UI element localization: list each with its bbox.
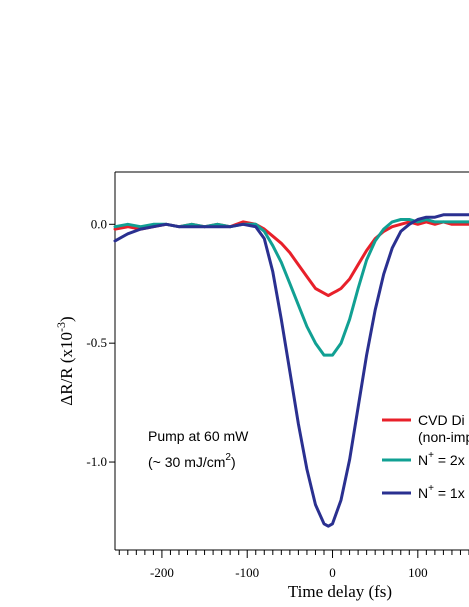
annotation-line-2-open: (~ 30 mJ/cm xyxy=(148,454,225,470)
legend-label-n2-prefix: N xyxy=(418,452,428,468)
legend-label-cvd-line2: (non-imp xyxy=(418,429,469,445)
annotation-line-2: (~ 30 mJ/cm2) xyxy=(148,452,236,470)
y-axis-label: ΔR/R (x10-3) xyxy=(54,316,76,405)
x-tick-label: -100 xyxy=(235,565,259,580)
series-line-n-1x xyxy=(113,213,469,528)
legend-label-n1: N+ = 1x xyxy=(418,483,465,501)
annotation-line-1: Pump at 60 mW xyxy=(148,428,249,444)
legend-label-n2-suffix: = 2x xyxy=(434,452,465,468)
y-tick-label: 0.0 xyxy=(91,216,107,231)
x-tick-label: 100 xyxy=(408,565,428,580)
annotation-line-2-exp: 2 xyxy=(225,452,231,463)
x-axis-ticks: -200 -100 0 100 xyxy=(118,550,469,580)
x-axis-label: Time delay (fs) xyxy=(288,582,392,601)
series-layer xyxy=(113,213,469,528)
y-axis-label-close: ) xyxy=(57,316,76,322)
legend-label-n1-sup: + xyxy=(428,483,434,494)
series-line-n-2x xyxy=(113,218,469,357)
y-axis-ticks: 0.0 -0.5 -1.0 xyxy=(86,216,115,469)
legend: CVD Di (non-imp N+ = 2x N+ = 1x xyxy=(382,412,469,501)
plot-frame xyxy=(114,171,469,551)
y-axis-label-exp: -3 xyxy=(54,322,68,332)
legend-label-cvd-line1: CVD Di xyxy=(418,412,465,428)
annotation-line-2-close: ) xyxy=(231,454,236,470)
legend-label-n1-suffix: = 1x xyxy=(434,485,465,501)
y-axis-label-main: ΔR/R (x10 xyxy=(57,332,76,406)
y-tick-label: -0.5 xyxy=(86,335,107,350)
y-tick-label: -1.0 xyxy=(86,454,107,469)
x-tick-label: -200 xyxy=(150,565,174,580)
legend-label-n1-prefix: N xyxy=(418,485,428,501)
series-line-cvd xyxy=(113,220,469,298)
legend-label-n2: N+ = 2x xyxy=(418,450,465,468)
legend-label-n2-sup: + xyxy=(428,450,434,461)
x-tick-label: 0 xyxy=(329,565,336,580)
